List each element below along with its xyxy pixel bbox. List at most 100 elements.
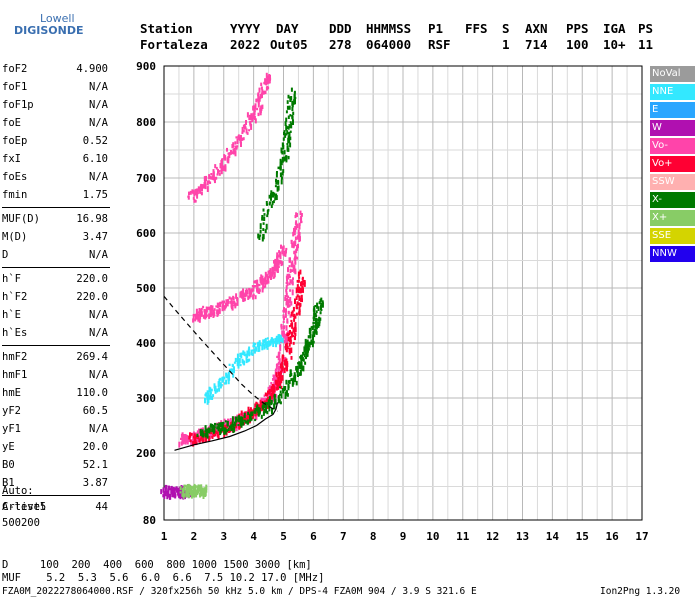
echo-mark — [283, 367, 286, 374]
echo-mark — [240, 416, 243, 420]
echo-mark — [275, 171, 278, 178]
echo-mark — [279, 373, 282, 378]
echo-mark — [237, 357, 240, 362]
echo-mark — [284, 341, 287, 344]
echo-mark — [290, 332, 293, 338]
echo-mark — [278, 340, 281, 345]
echo-mark — [258, 404, 260, 410]
echo-mark — [296, 371, 299, 377]
echo-mark — [208, 436, 211, 441]
echo-mark — [266, 278, 269, 283]
echo-mark — [239, 292, 242, 298]
echo-mark — [279, 390, 282, 394]
echo-mark — [261, 283, 264, 286]
echo-mark — [282, 325, 285, 330]
echo-mark — [294, 322, 297, 325]
echo-mark — [196, 436, 199, 442]
param-value: 20.0 — [82, 441, 108, 453]
echo-mark — [232, 373, 235, 378]
echo-mark — [278, 374, 281, 379]
echo-mark — [192, 189, 195, 195]
echo-mark — [258, 407, 261, 413]
legend-item: NNW — [650, 246, 695, 262]
echo-mark — [221, 300, 224, 304]
echo-mark — [199, 310, 202, 317]
echo-mark — [275, 195, 278, 200]
echo-mark — [301, 285, 304, 292]
echo-mark — [294, 222, 297, 225]
header-label: DAY — [276, 21, 299, 36]
echo-mark — [253, 408, 256, 411]
echo-mark — [212, 394, 215, 397]
echo-mark — [231, 416, 234, 422]
echo-mark — [213, 427, 216, 430]
header-label: AXN — [525, 21, 548, 36]
echo-mark — [286, 100, 289, 104]
echo-mark — [190, 486, 193, 490]
echo-mark — [294, 323, 297, 329]
echo-mark — [289, 142, 292, 148]
echo-mark — [282, 143, 285, 147]
echo-mark — [205, 484, 208, 491]
echo-mark — [287, 155, 290, 160]
echo-mark — [305, 340, 308, 345]
echo-mark — [217, 381, 220, 387]
echo-mark — [277, 166, 280, 170]
echo-mark — [263, 344, 266, 350]
echo-mark — [198, 318, 201, 323]
echo-mark — [284, 343, 287, 348]
echo-mark — [223, 300, 225, 304]
echo-mark — [284, 121, 287, 126]
echo-mark — [260, 274, 263, 279]
echo-mark — [282, 354, 285, 359]
echo-mark — [217, 434, 220, 439]
echo-mark — [278, 351, 281, 354]
echo-mark — [288, 347, 291, 353]
echo-mark — [185, 436, 188, 441]
echo-mark — [183, 484, 186, 491]
echo-mark — [264, 392, 267, 396]
echo-mark — [247, 406, 250, 413]
echo-mark — [246, 132, 249, 135]
echo-mark — [230, 297, 233, 301]
echo-mark — [309, 327, 312, 331]
echo-mark — [297, 362, 300, 365]
echo-mark — [254, 407, 257, 414]
echo-mark — [257, 100, 260, 104]
echo-mark — [177, 491, 180, 496]
echo-mark — [236, 353, 239, 360]
param-row: yE 20.0 — [2, 438, 108, 456]
echo-mark — [221, 422, 224, 426]
echo-mark — [186, 492, 189, 497]
echo-mark — [199, 492, 201, 498]
echo-mark — [215, 305, 218, 308]
echo-mark — [199, 429, 202, 434]
echo-mark — [259, 342, 262, 347]
echo-mark — [288, 257, 291, 263]
echo-mark — [272, 342, 275, 347]
echo-mark — [280, 147, 283, 152]
echo-mark — [193, 491, 196, 497]
echo-mark — [235, 416, 238, 422]
param-value: 1.75 — [82, 189, 108, 201]
echo-mark — [298, 310, 301, 316]
echo-mark — [295, 312, 298, 316]
echo-mark — [257, 95, 260, 100]
param-name: M(D) — [2, 231, 28, 243]
echo-mark — [302, 279, 305, 283]
y-tick-label: 600 — [136, 227, 156, 240]
echo-mark — [286, 145, 289, 150]
echo-mark — [201, 436, 204, 442]
echo-mark — [240, 421, 243, 425]
echo-mark — [204, 488, 207, 494]
echo-mark — [273, 260, 275, 264]
echo-mark — [200, 309, 203, 313]
echo-mark — [286, 273, 289, 277]
echo-mark — [237, 415, 240, 420]
echo-mark — [268, 202, 271, 206]
echo-mark — [191, 489, 194, 492]
echo-mark — [267, 390, 269, 395]
echo-mark — [232, 368, 235, 373]
echo-mark — [318, 318, 321, 324]
echo-mark — [287, 310, 290, 314]
